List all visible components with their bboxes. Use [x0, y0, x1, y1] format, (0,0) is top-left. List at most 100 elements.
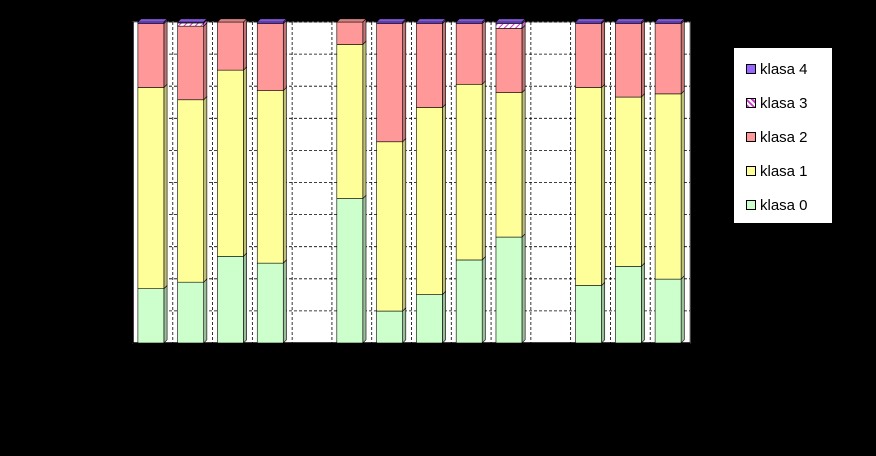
bar-segment-klasa-1	[495, 92, 523, 238]
bar-segment-side	[481, 19, 486, 86]
bar-segment-side	[402, 307, 407, 344]
bar-segment-side	[442, 103, 446, 296]
legend-swatch	[746, 132, 756, 142]
bar-segment-side	[402, 19, 407, 143]
bar-segment-klasa-0	[416, 294, 443, 344]
legend-label: klasa 2	[760, 128, 808, 146]
bar-top	[574, 18, 606, 23]
bar-segment-klasa-0	[455, 259, 483, 344]
bar-segment-klasa-3	[177, 22, 204, 27]
bar-segment-side	[163, 83, 168, 290]
bar-segment-klasa-1	[455, 83, 483, 261]
legend-swatch	[746, 166, 756, 176]
bar-segment-side	[282, 259, 287, 344]
bar-segment-side	[442, 19, 446, 109]
bar-segment-side	[362, 40, 367, 200]
bar-segment-klasa-2	[615, 23, 642, 98]
bar-segment-klasa-2	[336, 21, 364, 45]
bar-segment-side	[203, 95, 208, 283]
bar-segment-side	[601, 19, 606, 89]
bar-segment-side	[163, 284, 168, 344]
bar-top	[256, 18, 288, 23]
legend-item: klasa 2	[746, 127, 808, 147]
bar-segment-side	[641, 93, 645, 268]
bar-segment-side	[481, 80, 486, 261]
bar-top	[495, 18, 526, 23]
bar-segment-side	[680, 89, 685, 280]
legend-swatch	[746, 98, 756, 108]
bar-top	[654, 18, 686, 23]
legend-label: klasa 4	[760, 60, 808, 78]
bar-segment-klasa-0	[137, 288, 165, 344]
legend-label: klasa 1	[760, 162, 808, 180]
bar-segment-klasa-0	[376, 310, 403, 344]
bar-top	[176, 18, 208, 23]
bar-segment-klasa-2	[376, 23, 403, 143]
bar-segment-klasa-2	[217, 21, 244, 71]
bar-segment-side	[641, 19, 645, 98]
bar-segment-klasa-2	[575, 23, 602, 88]
bar-segment-side	[521, 233, 526, 344]
bar-segment-side	[601, 281, 606, 344]
bar-segment-side	[521, 24, 526, 94]
bar-segment-klasa-1	[416, 107, 443, 295]
bar-segment-klasa-2	[177, 25, 204, 101]
bar-segment-side	[163, 19, 168, 89]
bar-segment-side	[243, 252, 247, 344]
bar-segment-klasa-0	[495, 236, 523, 344]
bar-segment-klasa-2	[137, 23, 165, 88]
bar-top	[455, 18, 487, 23]
bar-top	[336, 18, 367, 23]
legend-item: klasa 0	[746, 195, 808, 215]
bar-segment-side	[641, 262, 645, 344]
legend-item: klasa 4	[746, 59, 808, 79]
bar-top	[614, 18, 646, 23]
bar-segment-side	[203, 22, 208, 101]
bar-segment-klasa-0	[615, 266, 642, 344]
bar-segment-side	[680, 275, 685, 344]
bar-segment-klasa-1	[575, 87, 602, 286]
bar-segment-klasa-3	[495, 23, 523, 29]
bar-segment-klasa-2	[416, 23, 443, 108]
bar-top	[375, 18, 407, 23]
bar-segment-klasa-0	[575, 285, 602, 344]
bar-segment-klasa-2	[256, 23, 284, 91]
bar-segment-side	[282, 86, 287, 264]
bar-segment-klasa-1	[256, 90, 284, 264]
bar-segment-side	[521, 88, 526, 238]
bar-segment-klasa-1	[177, 99, 204, 283]
bar-segment-klasa-0	[654, 278, 682, 344]
bar-segment-side	[243, 66, 247, 258]
bar-top	[216, 18, 248, 23]
legend-label: klasa 0	[760, 196, 808, 214]
bar-segment-klasa-1	[336, 44, 364, 199]
legend-label: klasa 3	[760, 94, 808, 112]
bar-segment-side	[601, 83, 606, 287]
bar-segment-klasa-0	[336, 198, 364, 344]
bar-segment-side	[243, 18, 247, 71]
legend-swatch	[746, 64, 756, 74]
bar-segment-klasa-2	[654, 23, 682, 95]
bar-segment-side	[680, 19, 685, 95]
bar-segment-klasa-1	[137, 87, 165, 290]
bar-segment-side	[203, 278, 208, 344]
legend-swatch	[746, 200, 756, 210]
legend-item: klasa 1	[746, 161, 808, 181]
bar-segment-side	[362, 18, 367, 46]
legend-item: klasa 3	[746, 93, 808, 113]
bar-segment-side	[282, 19, 287, 92]
bar-segment-klasa-1	[615, 96, 642, 267]
bar-top	[415, 18, 447, 23]
bar-segment-klasa-0	[217, 256, 244, 344]
bar-segment-side	[481, 256, 486, 344]
bar-segment-klasa-2	[455, 23, 483, 85]
bar-segment-klasa-2	[495, 28, 523, 93]
bar-segment-klasa-1	[654, 93, 682, 280]
bar-segment-klasa-0	[177, 281, 204, 344]
bar-segment-klasa-1	[217, 69, 244, 257]
bar-segment-side	[442, 290, 446, 344]
bar-segment-klasa-0	[256, 262, 284, 344]
bar-top	[137, 18, 168, 23]
chart-legend: klasa 4 klasa 3 klasa 2 klasa 1 klasa 0	[733, 47, 833, 224]
